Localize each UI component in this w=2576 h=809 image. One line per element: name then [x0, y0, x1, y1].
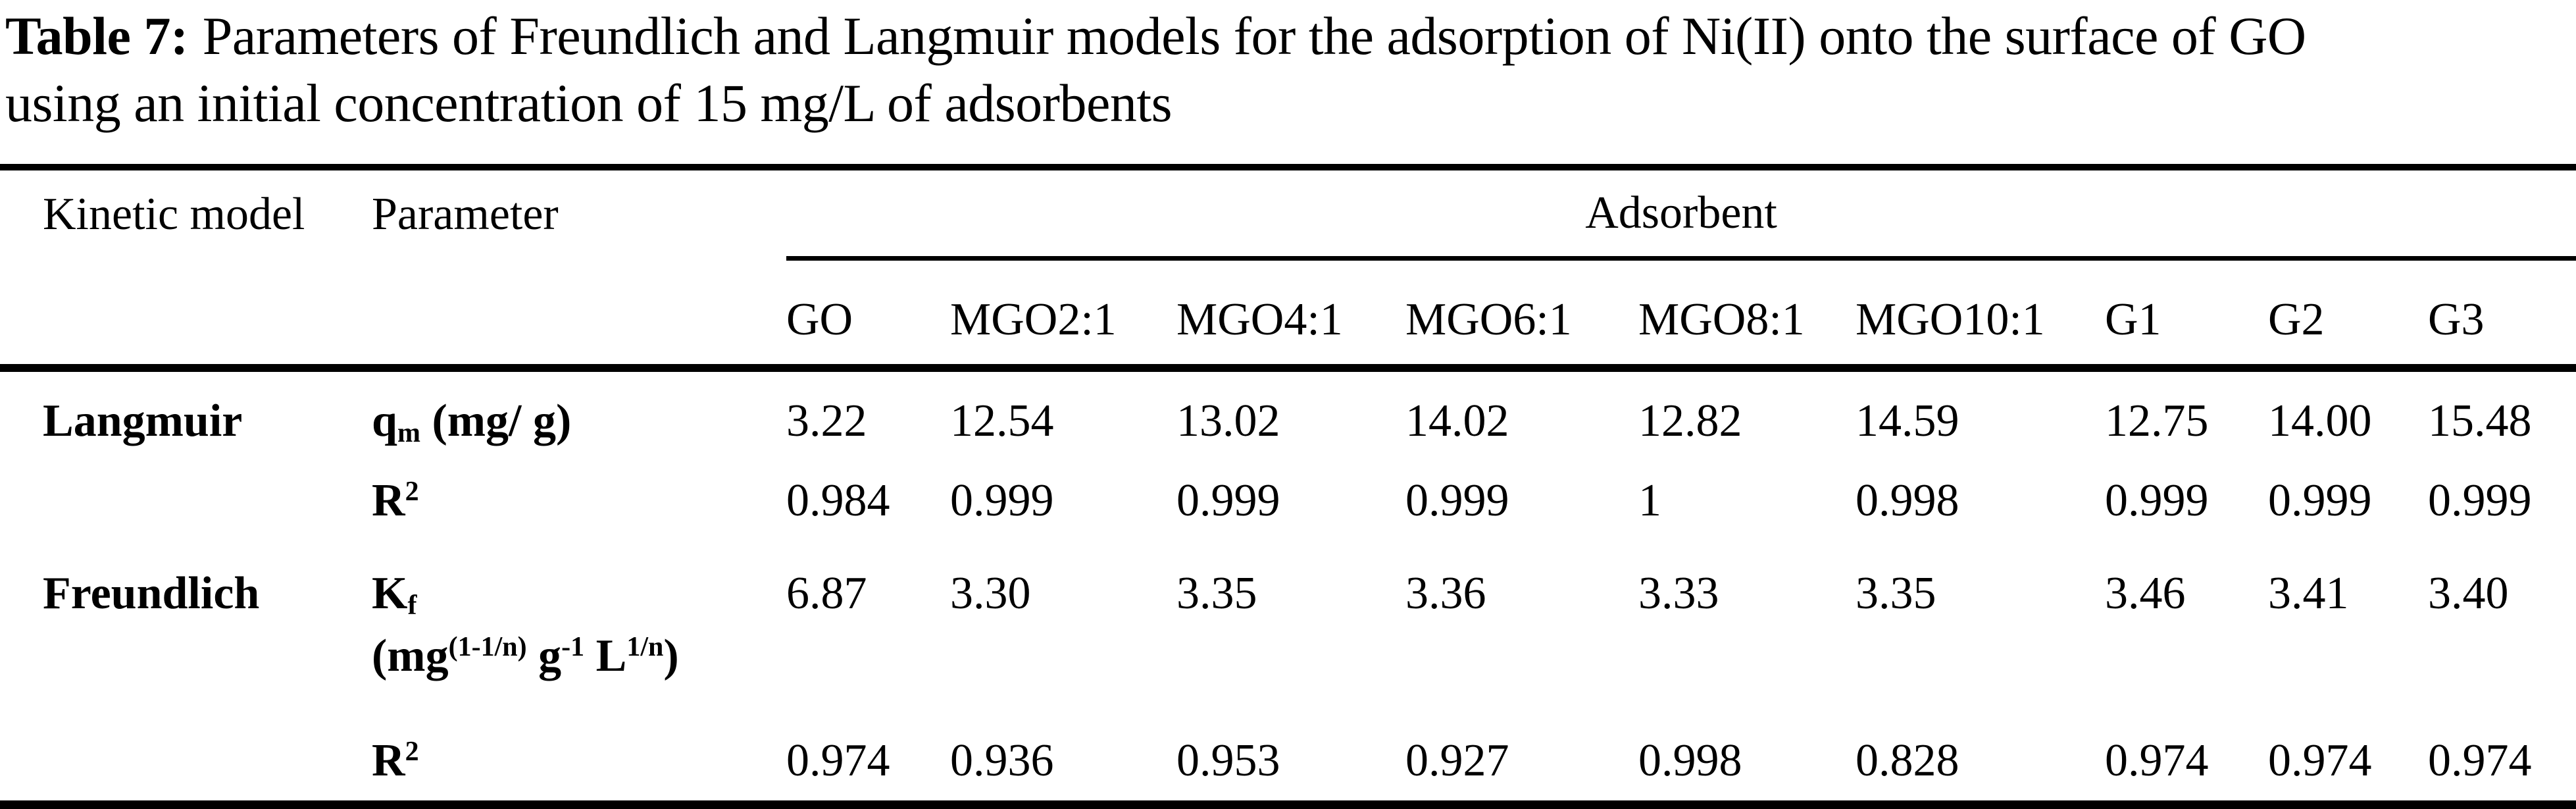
table-row-langmuir-r2: R2 0.984 0.999 0.999 0.999 1 0.998 0.999…	[0, 463, 2576, 538]
param-kf: Kf (mg(1-1/n) g-1 L1/n)	[372, 538, 786, 707]
row-label-empty	[0, 707, 372, 805]
param-qm-base: q	[372, 395, 397, 446]
value-cell: 12.75	[2105, 395, 2209, 446]
value-cell: 3.22	[786, 395, 867, 446]
table-row-freundlich-kf: Freundlich Kf (mg(1-1/n) g-1 L1/n) 6.87 …	[0, 538, 2576, 707]
value-cell: 3.36	[1405, 568, 1486, 619]
value-cell: 0.999	[2428, 475, 2532, 526]
value-cell: 3.35	[1856, 568, 1936, 619]
param-qm-subscript: m	[397, 417, 420, 448]
value-cell: 6.87	[786, 568, 867, 619]
col-header-mgo6-1: MGO6:1	[1405, 258, 1638, 372]
value-cell: 0.828	[1856, 735, 1959, 786]
row-label-empty	[0, 463, 372, 538]
row-label-langmuir: Langmuir	[43, 395, 243, 446]
parameters-table: Kinetic model Parameter Adsorbent GO MGO…	[0, 164, 2576, 809]
value-cell: 3.46	[2105, 568, 2186, 619]
value-cell: 0.927	[1405, 735, 1509, 786]
value-cell: 0.999	[1405, 475, 1509, 526]
col-header-mgo4-1: MGO4:1	[1176, 258, 1405, 372]
param-r2-freundlich: R2	[372, 707, 786, 805]
param-r2-langmuir: R2	[372, 463, 786, 538]
caption-label: Table 7:	[5, 6, 188, 66]
value-cell: 15.48	[2428, 395, 2532, 446]
value-cell: 1	[1638, 475, 1661, 526]
param-r2-superscript: 2	[405, 736, 419, 767]
table-caption: Table 7: Parameters of Freundlich and Lan…	[0, 0, 2576, 137]
value-cell: 3.40	[2428, 568, 2509, 619]
value-cell: 3.35	[1176, 568, 1257, 619]
col-header-go: GO	[786, 258, 950, 372]
header-spacer-2	[372, 258, 786, 372]
value-cell: 14.02	[1405, 395, 1509, 446]
value-cell: 0.999	[1176, 475, 1280, 526]
value-cell: 3.30	[950, 568, 1031, 619]
param-qm-unit: (mg/ g)	[420, 395, 572, 446]
table-row-freundlich-r2: R2 0.974 0.936 0.953 0.927 0.998 0.828 0…	[0, 707, 2576, 805]
value-cell: 0.984	[786, 475, 890, 526]
col-header-adsorbent-group: Adsorbent	[786, 167, 2576, 261]
value-cell: 0.998	[1856, 475, 1959, 526]
value-cell: 0.974	[2428, 735, 2532, 786]
kf-units-sup2: -1	[561, 631, 585, 662]
value-cell: 3.41	[2268, 568, 2349, 619]
param-kf-subscript: f	[407, 590, 417, 621]
param-r2-base: R	[372, 475, 405, 526]
value-cell: 0.953	[1176, 735, 1280, 786]
value-cell: 12.82	[1638, 395, 1742, 446]
value-cell: 0.998	[1638, 735, 1742, 786]
caption-text-line1: Parameters of Freundlich and Langmuir mo…	[202, 6, 2306, 66]
kf-units-p4: )	[663, 631, 679, 681]
param-r2-superscript: 2	[405, 476, 419, 507]
col-header-kinetic-model: Kinetic model	[43, 188, 305, 240]
param-kf-units: (mg(1-1/n) g-1 L1/n)	[372, 625, 786, 687]
value-cell: 12.54	[950, 395, 1054, 446]
caption-line-1: Table 7: Parameters of Freundlich and Lan…	[5, 3, 2576, 70]
kf-units-p2: g	[526, 631, 562, 681]
value-cell: 3.33	[1638, 568, 1719, 619]
value-cell: 13.02	[1176, 395, 1280, 446]
header-row-adsorbents: GO MGO2:1 MGO4:1 MGO6:1 MGO8:1 MGO10:1 G…	[0, 258, 2576, 372]
value-cell: 14.00	[2268, 395, 2372, 446]
kf-units-sup3: 1/n	[626, 631, 664, 662]
kf-units-p3: L	[584, 631, 627, 681]
value-cell: 0.974	[2268, 735, 2372, 786]
col-header-g2: G2	[2268, 258, 2428, 372]
value-cell: 0.999	[950, 475, 1054, 526]
kf-units-sup1: (1-1/n)	[448, 631, 527, 662]
caption-line-2: using an initial concentration of 15 mg/…	[5, 73, 1173, 133]
value-cell: 0.974	[786, 735, 890, 786]
value-cell: 14.59	[1856, 395, 1959, 446]
col-header-mgo2-1: MGO2:1	[950, 258, 1176, 372]
value-cell: 0.999	[2268, 475, 2372, 526]
header-row-groups: Kinetic model Parameter Adsorbent	[0, 167, 2576, 261]
value-cell: 0.936	[950, 735, 1054, 786]
param-r2-base: R	[372, 735, 405, 786]
value-cell: 0.999	[2105, 475, 2209, 526]
param-kf-symbol: Kf	[372, 562, 786, 625]
col-header-g3: G3	[2428, 258, 2576, 372]
row-label-freundlich: Freundlich	[43, 568, 260, 619]
kf-units-p1: (mg	[372, 631, 449, 681]
header-spacer-1	[0, 258, 372, 372]
col-header-parameter: Parameter	[372, 188, 559, 240]
col-header-mgo8-1: MGO8:1	[1638, 258, 1856, 372]
table-row-langmuir-qm: Langmuir qm (mg/ g) 3.22 12.54 13.02 14.…	[0, 368, 2576, 463]
param-qm: qm (mg/ g)	[372, 368, 786, 463]
value-cell: 0.974	[2105, 735, 2209, 786]
param-kf-base: K	[372, 568, 408, 619]
col-header-mgo10-1: MGO10:1	[1856, 258, 2105, 372]
col-header-g1: G1	[2105, 258, 2268, 372]
